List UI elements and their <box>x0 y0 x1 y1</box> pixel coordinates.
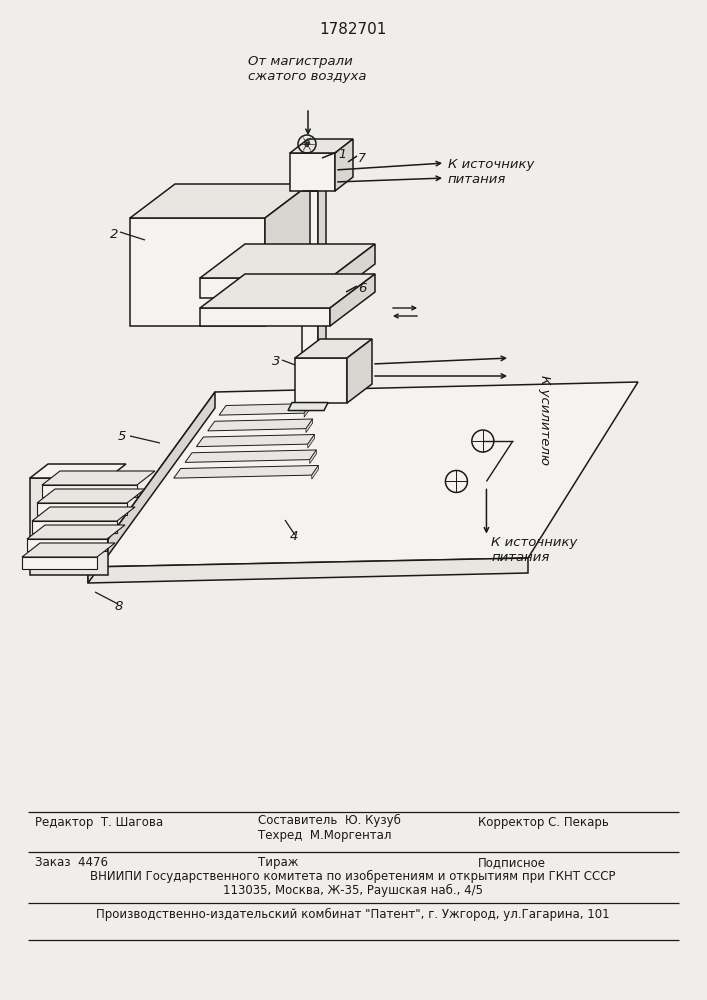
Text: 1: 1 <box>338 148 346 161</box>
Text: 7: 7 <box>358 152 366 165</box>
Text: Тираж: Тираж <box>258 856 298 869</box>
Polygon shape <box>185 450 317 462</box>
Polygon shape <box>308 434 315 448</box>
Text: 5: 5 <box>118 430 127 443</box>
Polygon shape <box>174 465 318 478</box>
Polygon shape <box>30 464 126 478</box>
Text: Техред  М.Моргентал: Техред М.Моргентал <box>258 829 392 842</box>
Polygon shape <box>200 274 375 308</box>
Polygon shape <box>22 557 97 569</box>
Polygon shape <box>130 184 310 218</box>
Polygon shape <box>42 485 137 497</box>
Text: Составитель  Ю. Кузуб: Составитель Ю. Кузуб <box>258 814 401 827</box>
Polygon shape <box>88 392 215 583</box>
Text: К источнику
питания: К источнику питания <box>448 158 534 186</box>
Polygon shape <box>88 382 638 567</box>
Text: Корректор С. Пекарь: Корректор С. Пекарь <box>478 816 609 829</box>
Polygon shape <box>312 465 318 479</box>
Polygon shape <box>27 525 125 539</box>
Text: К источнику
питания: К источнику питания <box>491 536 578 564</box>
Polygon shape <box>32 521 117 533</box>
Polygon shape <box>290 139 353 153</box>
Polygon shape <box>330 244 375 298</box>
Polygon shape <box>22 543 115 557</box>
Text: Заказ  4476: Заказ 4476 <box>35 856 108 869</box>
Polygon shape <box>330 274 375 326</box>
Polygon shape <box>37 489 145 503</box>
Polygon shape <box>304 404 311 417</box>
Text: 3: 3 <box>271 355 280 368</box>
Polygon shape <box>200 278 330 298</box>
Text: Производственно-издательский комбинат "Патент", г. Ужгород, ул.Гагарина, 101: Производственно-издательский комбинат "П… <box>96 908 610 921</box>
Text: 4: 4 <box>290 530 298 543</box>
Polygon shape <box>197 434 315 447</box>
Polygon shape <box>347 339 372 403</box>
Text: От магистрали
сжатого воздуха: От магистрали сжатого воздуха <box>248 55 366 83</box>
Text: Редактор  Т. Шагова: Редактор Т. Шагова <box>35 816 163 829</box>
Polygon shape <box>32 507 135 521</box>
Polygon shape <box>200 244 375 278</box>
Text: 1782701: 1782701 <box>320 22 387 37</box>
Polygon shape <box>219 404 311 415</box>
Polygon shape <box>318 185 326 360</box>
Polygon shape <box>130 218 265 326</box>
Text: 8: 8 <box>115 600 124 613</box>
Polygon shape <box>290 153 335 191</box>
Polygon shape <box>295 339 372 358</box>
Polygon shape <box>306 419 312 433</box>
Text: Подписное: Подписное <box>478 856 546 869</box>
Polygon shape <box>310 450 317 464</box>
Polygon shape <box>288 403 328 411</box>
Polygon shape <box>42 471 155 485</box>
Polygon shape <box>335 139 353 191</box>
Polygon shape <box>208 419 312 431</box>
Text: ВНИИПИ Государственного комитета по изобретениям и открытиям при ГКНТ СССР: ВНИИПИ Государственного комитета по изоб… <box>90 870 616 883</box>
Polygon shape <box>88 558 528 583</box>
Text: 6: 6 <box>358 282 366 295</box>
Polygon shape <box>302 191 318 360</box>
Text: 113035, Москва, Ж-35, Раушская наб., 4/5: 113035, Москва, Ж-35, Раушская наб., 4/5 <box>223 884 483 897</box>
Polygon shape <box>295 358 347 403</box>
Text: К усилителю: К усилителю <box>539 375 551 465</box>
Polygon shape <box>30 478 108 575</box>
Polygon shape <box>37 503 127 515</box>
Polygon shape <box>265 184 310 326</box>
Polygon shape <box>27 539 107 551</box>
Text: 2: 2 <box>110 228 118 241</box>
Polygon shape <box>200 308 330 326</box>
